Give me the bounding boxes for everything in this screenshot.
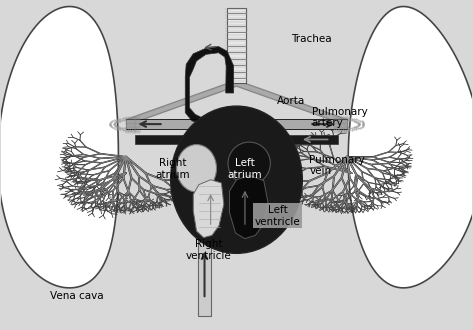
Text: Left
ventricle: Left ventricle [254, 205, 300, 226]
Text: Right
atrium: Right atrium [156, 158, 190, 180]
Ellipse shape [171, 106, 302, 253]
Text: Pulmonary
vein: Pulmonary vein [309, 155, 365, 177]
Text: Right
ventricle: Right ventricle [185, 239, 231, 261]
Polygon shape [348, 7, 473, 288]
Polygon shape [0, 7, 118, 288]
Text: Aorta: Aorta [277, 96, 305, 106]
Polygon shape [185, 47, 234, 126]
Polygon shape [193, 180, 224, 238]
Bar [198, 235, 211, 315]
Ellipse shape [176, 145, 217, 192]
Text: Vena cava: Vena cava [50, 291, 104, 301]
Text: Pulmonary
artery: Pulmonary artery [312, 107, 368, 128]
Bar [135, 135, 338, 144]
Ellipse shape [228, 142, 271, 184]
Text: Trachea: Trachea [290, 34, 331, 44]
Polygon shape [229, 176, 268, 239]
Bar [126, 119, 347, 129]
Text: Left
atrium: Left atrium [228, 158, 262, 180]
Bar [227, 8, 246, 83]
